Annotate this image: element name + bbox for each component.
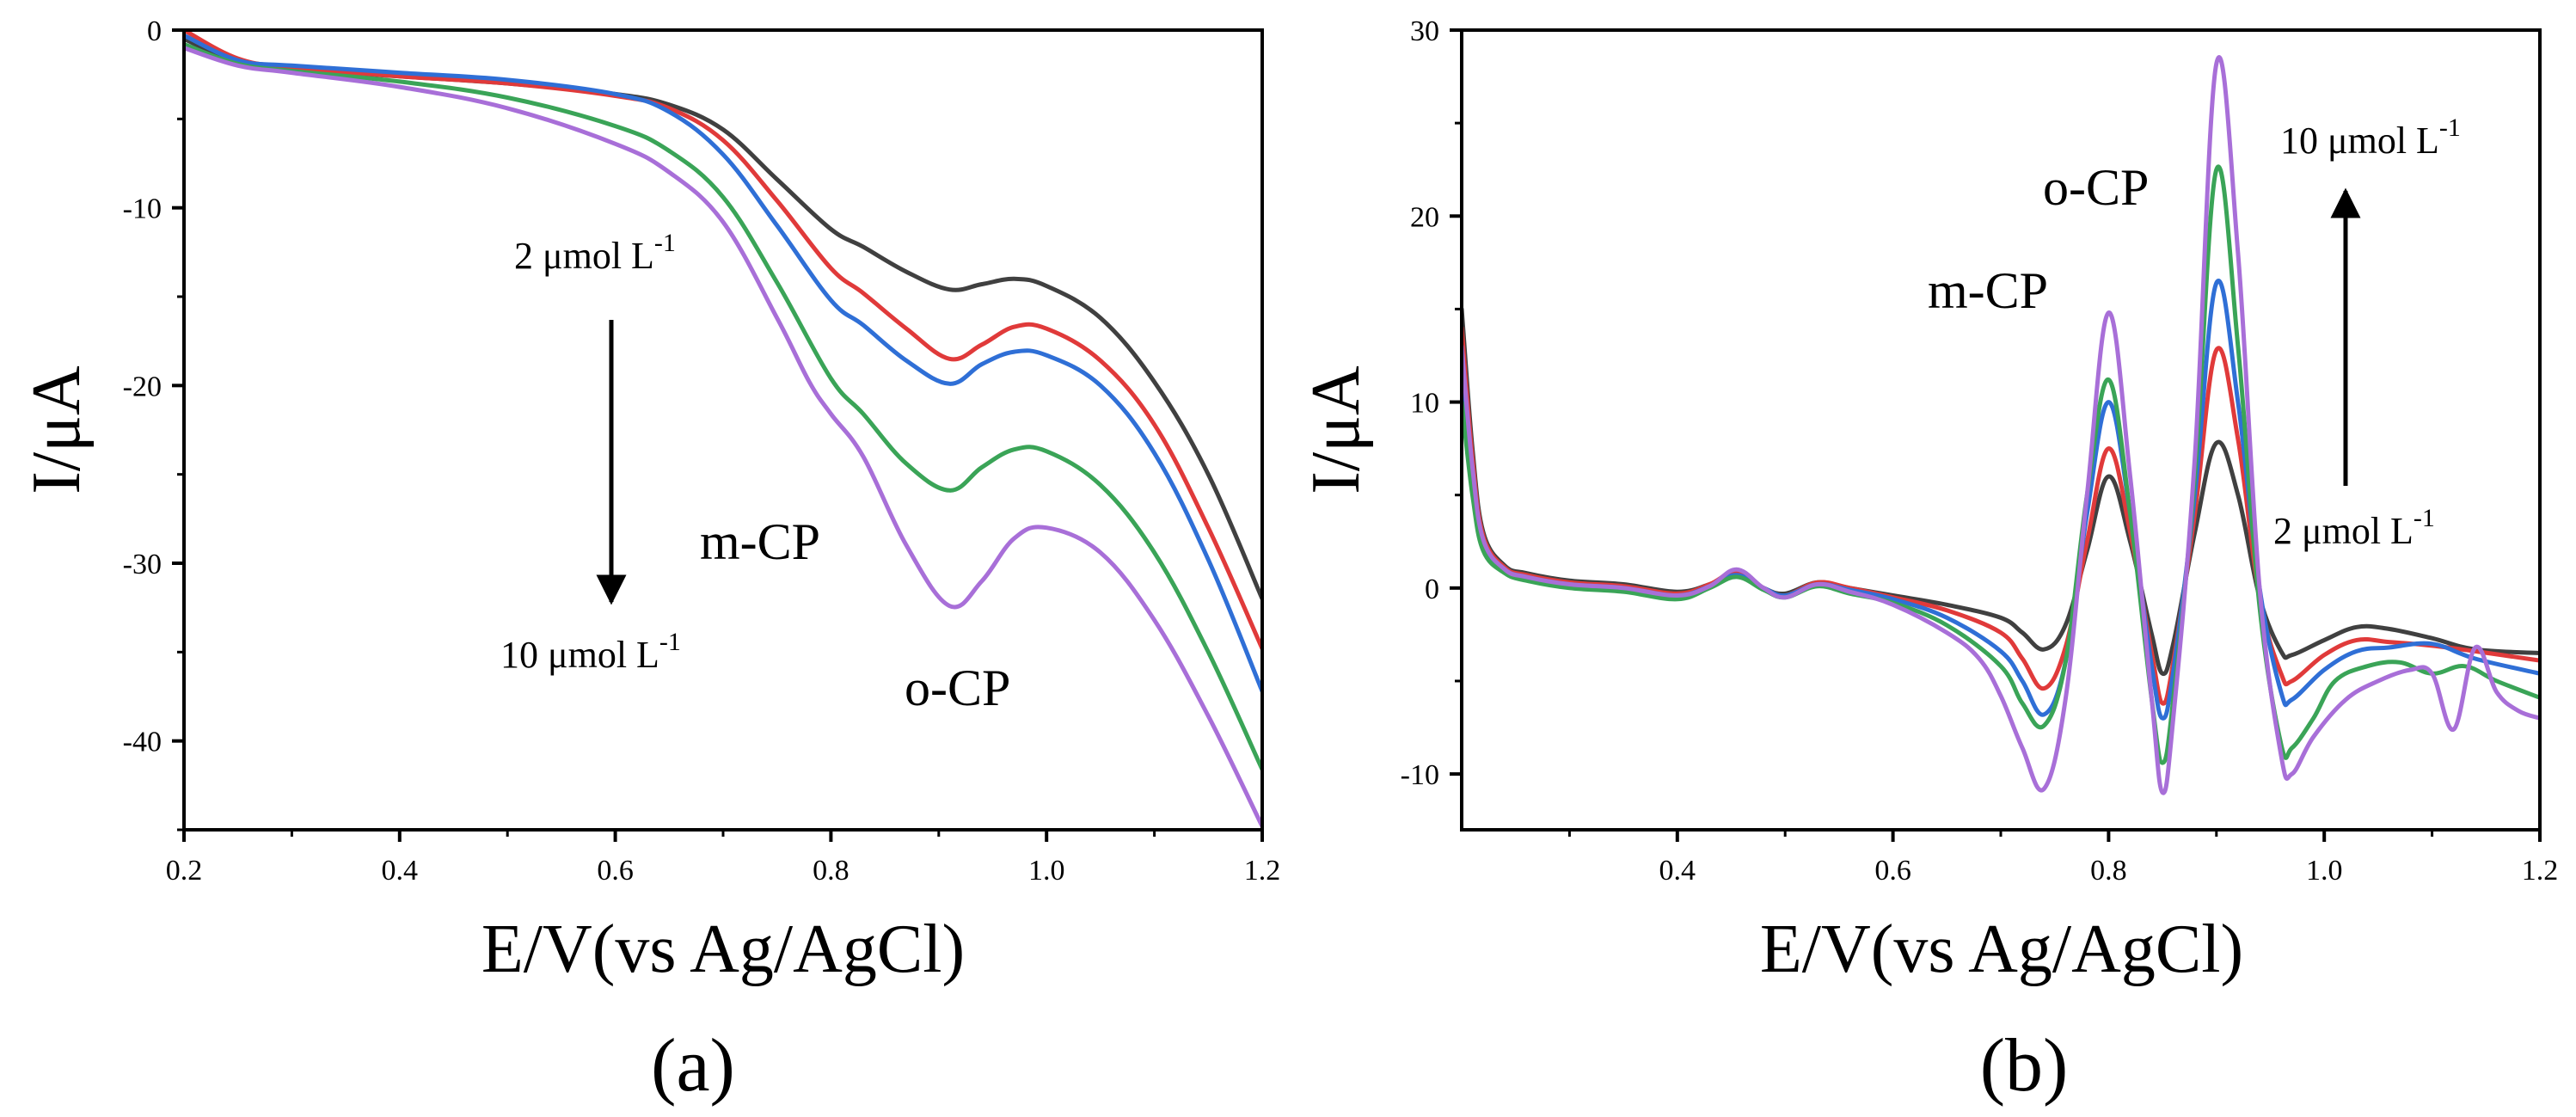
panel-b-ytick-label: -10 — [1401, 759, 1439, 791]
panel-a-label: (a) — [651, 1024, 735, 1108]
panel-b-xtick-label: 1.0 — [2306, 855, 2343, 887]
panel-a-peak-mcp: m-CP — [700, 513, 820, 570]
panel-a-ytick-label: -40 — [123, 727, 162, 758]
panel-b-ytick-label: 20 — [1410, 201, 1439, 233]
panel-a-start-conc-sup: -1 — [654, 229, 676, 257]
panel-a-end-conc-text: 10 μmol L — [500, 634, 659, 676]
panel-a-ytick-label: -30 — [123, 549, 162, 580]
panel-a-series-line-5 — [184, 46, 1262, 829]
panel-b-start-conc: 2 μmol L-1 — [2273, 504, 2435, 552]
panel-a-peak-ocp: o-CP — [905, 660, 1010, 716]
panel-a-xlabel: E/V(vs Ag/AgCl) — [481, 911, 965, 987]
panel-a-ticks: 0.2 0.4 0.6 0.8 1.0 1.2 0 -10 -20 -30 -40 — [123, 15, 1281, 887]
panel-a-xtick-label: 0.2 — [166, 855, 203, 887]
panel-b-ticks: 0.4 0.6 0.8 1.0 1.2 -10 0 10 20 30 — [1401, 15, 2559, 887]
panel-b-ytick-label: 30 — [1410, 15, 1439, 47]
panel-a-ytick-label: 0 — [147, 15, 162, 47]
panel-b-xtick-label: 0.6 — [1874, 855, 1911, 887]
panel-b-series-line-5 — [1462, 55, 2540, 795]
panel-b-xtick-label: 1.2 — [2522, 855, 2559, 887]
panel-a-start-conc-text: 2 μmol L — [514, 235, 654, 277]
panel-b-ylabel: I/μA — [1298, 365, 1374, 494]
panel-b: 0.4 0.6 0.8 1.0 1.2 -10 0 10 20 30 I/μA E/V(vs Ag… — [1298, 15, 2558, 1108]
panel-a-plot-frame — [182, 28, 1264, 832]
panel-b-series-line-1 — [1462, 306, 2540, 677]
panel-a-series — [184, 30, 1262, 829]
panel-b-end-conc-sup: -1 — [2439, 114, 2461, 142]
panel-a-start-conc: 2 μmol L-1 — [514, 229, 676, 277]
panel-a-xtick-label: 0.8 — [813, 855, 849, 887]
panel-a-series-line-4 — [184, 42, 1262, 772]
panel-a-series-line-2 — [184, 30, 1262, 651]
panel-b-plot-frame — [1460, 28, 2542, 832]
panel-b-series — [1462, 55, 2540, 795]
panel-a-xtick-label: 0.6 — [597, 855, 634, 887]
panel-a-xtick-label: 1.2 — [1244, 855, 1281, 887]
panel-b-peak-ocp: o-CP — [2043, 159, 2149, 216]
panel-b-ytick-label: 10 — [1410, 388, 1439, 420]
panel-b-ytick-label: 0 — [1425, 574, 1439, 605]
panel-b-start-conc-text: 2 μmol L — [2273, 510, 2413, 552]
panel-a-ytick-label: -10 — [123, 193, 162, 225]
panel-b-xtick-label: 0.4 — [1659, 855, 1696, 887]
panel-a-series-line-3 — [184, 33, 1262, 694]
panel-a-xtick-label: 0.4 — [382, 855, 419, 887]
panel-b-end-conc: 10 μmol L-1 — [2280, 114, 2461, 162]
panel-b-label: (b) — [1980, 1024, 2069, 1108]
panel-b-peak-mcp: m-CP — [1928, 262, 2048, 319]
panel-a-ytick-label: -20 — [123, 371, 162, 402]
panel-a-end-conc-sup: -1 — [659, 628, 681, 656]
panel-a-xtick-label: 1.0 — [1028, 855, 1065, 887]
panel-a: 0.2 0.4 0.6 0.8 1.0 1.2 0 -10 -20 -30 -40 I/μA E/V… — [19, 15, 1280, 1108]
panel-b-xlabel: E/V(vs Ag/AgCl) — [1760, 911, 2243, 987]
panel-a-ylabel: I/μA — [19, 365, 95, 494]
panel-a-end-conc: 10 μmol L-1 — [500, 628, 681, 676]
panel-b-xtick-label: 0.8 — [2090, 855, 2127, 887]
panel-b-series-line-3 — [1462, 279, 2540, 721]
panel-b-series-line-4 — [1462, 164, 2540, 765]
panel-b-start-conc-sup: -1 — [2413, 504, 2435, 532]
panel-b-end-conc-text: 10 μmol L — [2280, 120, 2439, 162]
